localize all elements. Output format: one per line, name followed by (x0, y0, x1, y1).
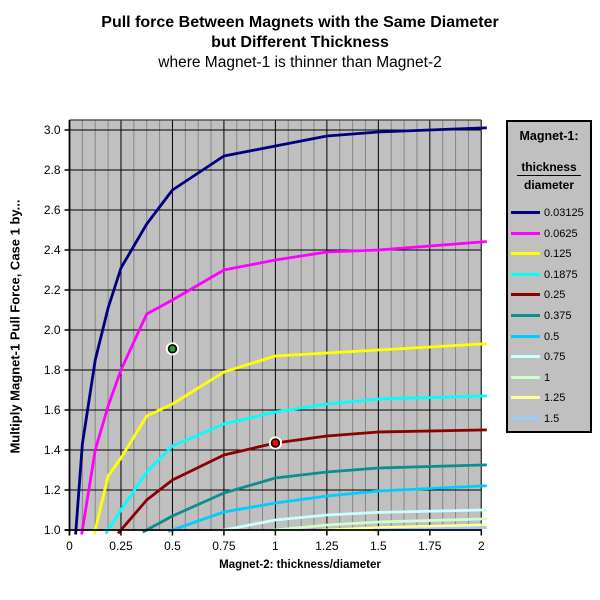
y-tick-label-2.6: 2.6 (43, 203, 61, 217)
chart-title-block: Pull force Between Magnets with the Same… (0, 13, 600, 72)
legend-label-0.375: 0.375 (544, 310, 572, 322)
green-point-halo (165, 342, 180, 356)
x-tick-label-0.75: 0.75 (212, 539, 236, 553)
series-line-0.125 (92, 342, 487, 535)
y-tick-label-2.2: 2.2 (43, 283, 61, 297)
y-tick-label-1.6: 1.6 (43, 403, 61, 417)
series-line-0.5 (167, 484, 487, 533)
series-line-0.375 (142, 463, 487, 534)
green-point-marker (167, 344, 178, 354)
x-tick-label-1.75: 1.75 (418, 539, 442, 553)
chart-title-line2: but Different Thickness (211, 34, 389, 51)
y-tick-label-1.4: 1.4 (43, 443, 61, 457)
red-point-halo (268, 436, 282, 450)
legend-swatch-0.03125 (511, 211, 540, 214)
red-point-marker (270, 438, 281, 448)
legend: Magnet-1: thickness diameter 0.03125 0.06… (506, 120, 592, 433)
legend-swatch-0.0625 (511, 231, 540, 235)
x-axis-title: Magnet-2: thickness/diameter (219, 559, 381, 571)
legend-label-0.0625: 0.0625 (544, 227, 578, 240)
legend-entry-0.25: 0.25 (508, 285, 590, 305)
legend-label-1.25: 1.25 (544, 392, 566, 405)
legend-label-1.5: 1.5 (544, 413, 560, 425)
legend-label-0.03125: 0.03125 (544, 207, 584, 219)
legend-entry-1: 1 (508, 368, 590, 388)
legend-swatch-1.5 (511, 417, 540, 420)
legend-entry-0.125: 0.125 (508, 244, 590, 264)
legend-swatch-1.25 (511, 396, 540, 400)
y-tick-label-2.8: 2.8 (43, 163, 61, 177)
y-tick-label-2.0: 2.0 (43, 323, 61, 337)
legend-swatch-0.75 (511, 355, 540, 359)
legend-label-0.25: 0.25 (544, 289, 566, 302)
legend-label-0.125: 0.125 (544, 248, 572, 261)
legend-entry-0.5: 0.5 (508, 327, 590, 347)
legend-entry-0.1875: 0.1875 (508, 265, 590, 285)
x-tick-label-1.5: 1.5 (370, 539, 387, 553)
series-line-0.25 (116, 428, 487, 535)
series-line-0.0625 (80, 240, 487, 535)
legend-entry-1.25: 1.25 (508, 388, 590, 408)
legend-label-1: 1 (544, 371, 551, 384)
legend-entry-0.375: 0.375 (508, 306, 590, 326)
legend-fraction-numerator: thickness (517, 160, 581, 176)
legend-entry-1.5: 1.5 (508, 409, 590, 429)
legend-label-0.1875: 0.1875 (544, 268, 578, 281)
y-tick-label-2.4: 2.4 (43, 243, 61, 257)
x-tick-label-0.25: 0.25 (109, 539, 133, 553)
y-tick-label-1.2: 1.2 (43, 483, 61, 497)
series-line-0.03125 (74, 126, 487, 535)
x-tick-label-2: 2 (477, 539, 485, 553)
legend-label-0.75: 0.75 (544, 351, 566, 364)
chart-subtitle: where Magnet-1 is thinner than Magnet-2 (158, 54, 442, 71)
legend-swatch-0.375 (511, 314, 540, 317)
legend-entry-0.03125: 0.03125 (508, 203, 590, 223)
legend-fraction: thickness diameter (508, 160, 590, 192)
chart-title-line1: Pull force Between Magnets with the Same… (101, 14, 499, 31)
x-tick-label-1.25: 1.25 (315, 539, 339, 553)
x-tick-label-1: 1 (272, 539, 279, 553)
legend-swatch-1 (511, 375, 540, 379)
legend-entry-0.0625: 0.0625 (508, 224, 590, 244)
legend-swatch-0.25 (511, 293, 540, 297)
series-line-0.1875 (104, 394, 487, 535)
legend-entry-0.75: 0.75 (508, 347, 590, 367)
legend-swatch-0.5 (511, 334, 540, 338)
legend-title: Magnet-1: (519, 129, 579, 143)
y-tick-label-1.0: 1.0 (43, 523, 61, 537)
legend-swatch-0.125 (511, 252, 540, 256)
x-tick-label-0: 0 (66, 539, 73, 553)
legend-swatch-0.1875 (511, 272, 540, 276)
x-tick-label-0.5: 0.5 (164, 539, 181, 553)
y-tick-label-3.0: 3.0 (43, 123, 61, 137)
y-tick-label-1.8: 1.8 (43, 363, 61, 377)
legend-fraction-denominator: diameter (523, 178, 575, 192)
legend-label-0.5: 0.5 (544, 330, 560, 343)
